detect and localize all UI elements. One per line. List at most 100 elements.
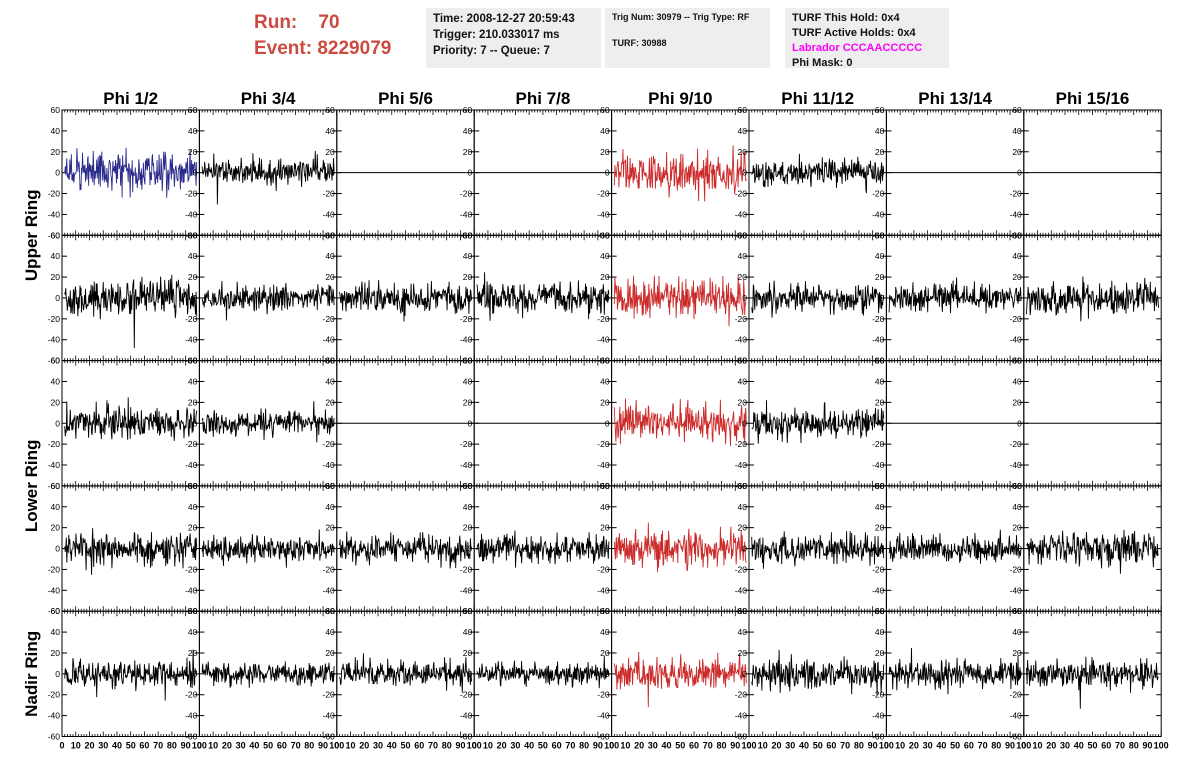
waveform-grid-chart: Phi 1/2 Phi 3/4 Phi 5/6 Phi 7/8 Phi 9/10 Phi … [22,89,1169,751]
y-tick-label: -40 [48,711,61,721]
y-tick-label: -40 [597,335,610,345]
y-tick-label: 60 [51,481,61,491]
y-tick-label: 0 [193,544,198,554]
x-tick-label: 80 [167,741,177,751]
turf-info-box: TURF This Hold: 0x4 TURF Active Holds: 0… [785,8,949,69]
y-tick-label: -40 [185,711,198,721]
y-tick-label: -20 [48,189,61,199]
x-tick-label: 90 [730,741,740,751]
x-tick-label: 0 [746,741,751,751]
y-tick-label: 20 [188,147,198,157]
y-tick-label: 20 [600,147,610,157]
x-tick-label: 0 [197,741,202,751]
y-tick-label: 40 [1012,376,1022,386]
row-title-nadir-ring: Nadir Ring [22,631,41,717]
column-title-1: Phi 1/2 [103,89,158,108]
y-tick-label: -20 [323,314,336,324]
y-tick-label: 40 [188,126,198,136]
x-tick-label: 100 [879,741,894,751]
waveform-trace [751,280,885,318]
column-title-8: Phi 15/16 [1056,89,1130,108]
y-tick-label: 0 [193,418,198,428]
x-tick-label: 40 [524,741,534,751]
x-tick-label: 20 [497,741,507,751]
y-tick-label: 0 [742,293,747,303]
y-tick-label: -40 [48,209,61,219]
y-tick-label: 40 [738,627,748,637]
column-title-4: Phi 7/8 [515,89,570,108]
x-tick-label: 10 [758,741,768,751]
y-tick-label: 0 [55,293,60,303]
x-tick-label: 0 [609,741,614,751]
waveform-panel-r3-c1: -60 -40 -20 0 20 40 60 [48,356,200,491]
y-tick-label: 20 [188,272,198,282]
y-tick-label: 0 [467,293,472,303]
y-tick-label: -20 [872,439,885,449]
y-tick-label: 60 [875,481,885,491]
x-tick-label: 70 [703,741,713,751]
y-tick-label: -60 [460,732,473,742]
y-tick-label: 20 [325,648,335,658]
y-tick-label: 40 [738,502,748,512]
y-tick-label: 40 [738,376,748,386]
x-tick-label: 50 [400,741,410,751]
x-tick-label: 50 [813,741,823,751]
waveform-trace [1026,276,1159,322]
y-tick-label: 0 [330,418,335,428]
priority-queue-text: Priority: 7 -- Queue: 7 [433,45,550,57]
y-tick-label: -20 [872,690,885,700]
y-tick-label: -60 [48,732,61,742]
y-tick-label: 40 [188,502,198,512]
waveform-trace [613,145,747,202]
y-tick-label: -20 [1010,189,1023,199]
y-tick-label: -40 [1010,335,1023,345]
y-tick-label: 0 [467,418,472,428]
y-tick-label: 60 [188,481,198,491]
y-tick-label: 60 [463,105,473,115]
x-tick-label: 40 [112,741,122,751]
y-tick-label: -20 [1010,314,1023,324]
x-tick-label: 60 [277,741,287,751]
y-tick-label: 20 [600,523,610,533]
y-tick-label: 40 [463,376,473,386]
y-tick-label: 60 [875,230,885,240]
x-tick-label: 70 [291,741,301,751]
x-tick-label: 100 [192,741,207,751]
x-tick-label: 0 [334,741,339,751]
row-title-upper-ring: Upper Ring [22,189,41,281]
waveform-trace [613,651,747,708]
waveform-trace [613,398,747,447]
y-tick-label: 20 [188,397,198,407]
x-tick-label: 30 [98,741,108,751]
y-tick-label: 60 [738,230,748,240]
y-tick-label: 20 [51,272,61,282]
trig-num-type-text: Trig Num: 30979 -- Trig Type: RF [612,12,750,22]
y-tick-label: 40 [51,627,61,637]
y-tick-label: 40 [51,502,61,512]
y-tick-label: 20 [51,147,61,157]
y-tick-label: -40 [597,460,610,470]
y-tick-label: 20 [738,397,748,407]
y-tick-label: 60 [188,230,198,240]
y-tick-label: 60 [875,105,885,115]
x-tick-label: 40 [662,741,672,751]
y-tick-label: 60 [875,356,885,366]
y-tick-label: 0 [193,168,198,178]
y-tick-label: 0 [467,544,472,554]
y-tick-label: 40 [600,251,610,261]
x-tick-label: 20 [84,741,94,751]
waveform-trace [751,400,885,444]
